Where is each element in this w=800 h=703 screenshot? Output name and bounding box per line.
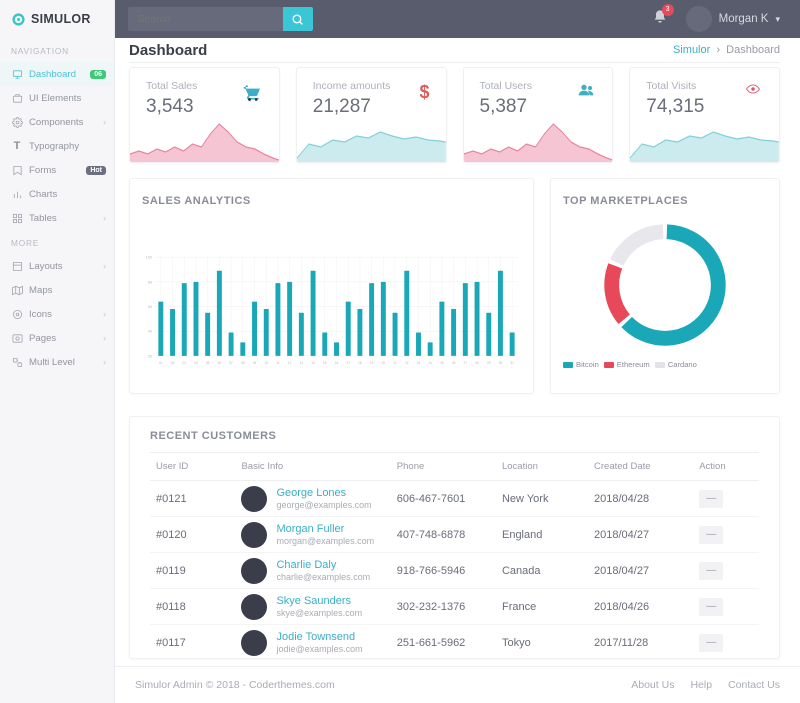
svg-text:08: 08 bbox=[241, 361, 245, 365]
svg-text:05: 05 bbox=[206, 361, 210, 365]
svg-text:04: 04 bbox=[194, 361, 198, 365]
svg-text:01: 01 bbox=[159, 361, 163, 365]
svg-text:100: 100 bbox=[146, 256, 152, 260]
svg-text:10: 10 bbox=[264, 361, 268, 365]
svg-text:11: 11 bbox=[276, 361, 280, 365]
svg-text:18: 18 bbox=[358, 361, 362, 365]
svg-text:22: 22 bbox=[405, 361, 409, 365]
svg-text:23: 23 bbox=[417, 361, 421, 365]
svg-text:12: 12 bbox=[288, 361, 292, 365]
svg-text:20: 20 bbox=[382, 361, 386, 365]
svg-text:24: 24 bbox=[428, 361, 432, 365]
svg-text:02: 02 bbox=[171, 361, 175, 365]
svg-text:27: 27 bbox=[464, 361, 468, 365]
svg-text:15: 15 bbox=[323, 361, 327, 365]
svg-text:21: 21 bbox=[393, 361, 397, 365]
svg-text:09: 09 bbox=[253, 361, 257, 365]
svg-text:31: 31 bbox=[510, 361, 514, 365]
svg-text:19: 19 bbox=[370, 361, 374, 365]
svg-text:07: 07 bbox=[229, 361, 233, 365]
svg-text:28: 28 bbox=[475, 361, 479, 365]
svg-text:17: 17 bbox=[346, 361, 350, 365]
svg-text:40: 40 bbox=[148, 330, 152, 334]
svg-text:30: 30 bbox=[499, 361, 503, 365]
svg-text:14: 14 bbox=[311, 361, 315, 365]
svg-text:26: 26 bbox=[452, 361, 456, 365]
svg-text:80: 80 bbox=[148, 280, 152, 284]
svg-text:16: 16 bbox=[335, 361, 339, 365]
svg-text:25: 25 bbox=[440, 361, 444, 365]
svg-text:20: 20 bbox=[148, 354, 152, 358]
svg-text:13: 13 bbox=[300, 361, 304, 365]
svg-text:03: 03 bbox=[182, 361, 186, 365]
svg-text:60: 60 bbox=[148, 305, 152, 309]
svg-text:29: 29 bbox=[487, 361, 491, 365]
svg-text:06: 06 bbox=[218, 361, 222, 365]
